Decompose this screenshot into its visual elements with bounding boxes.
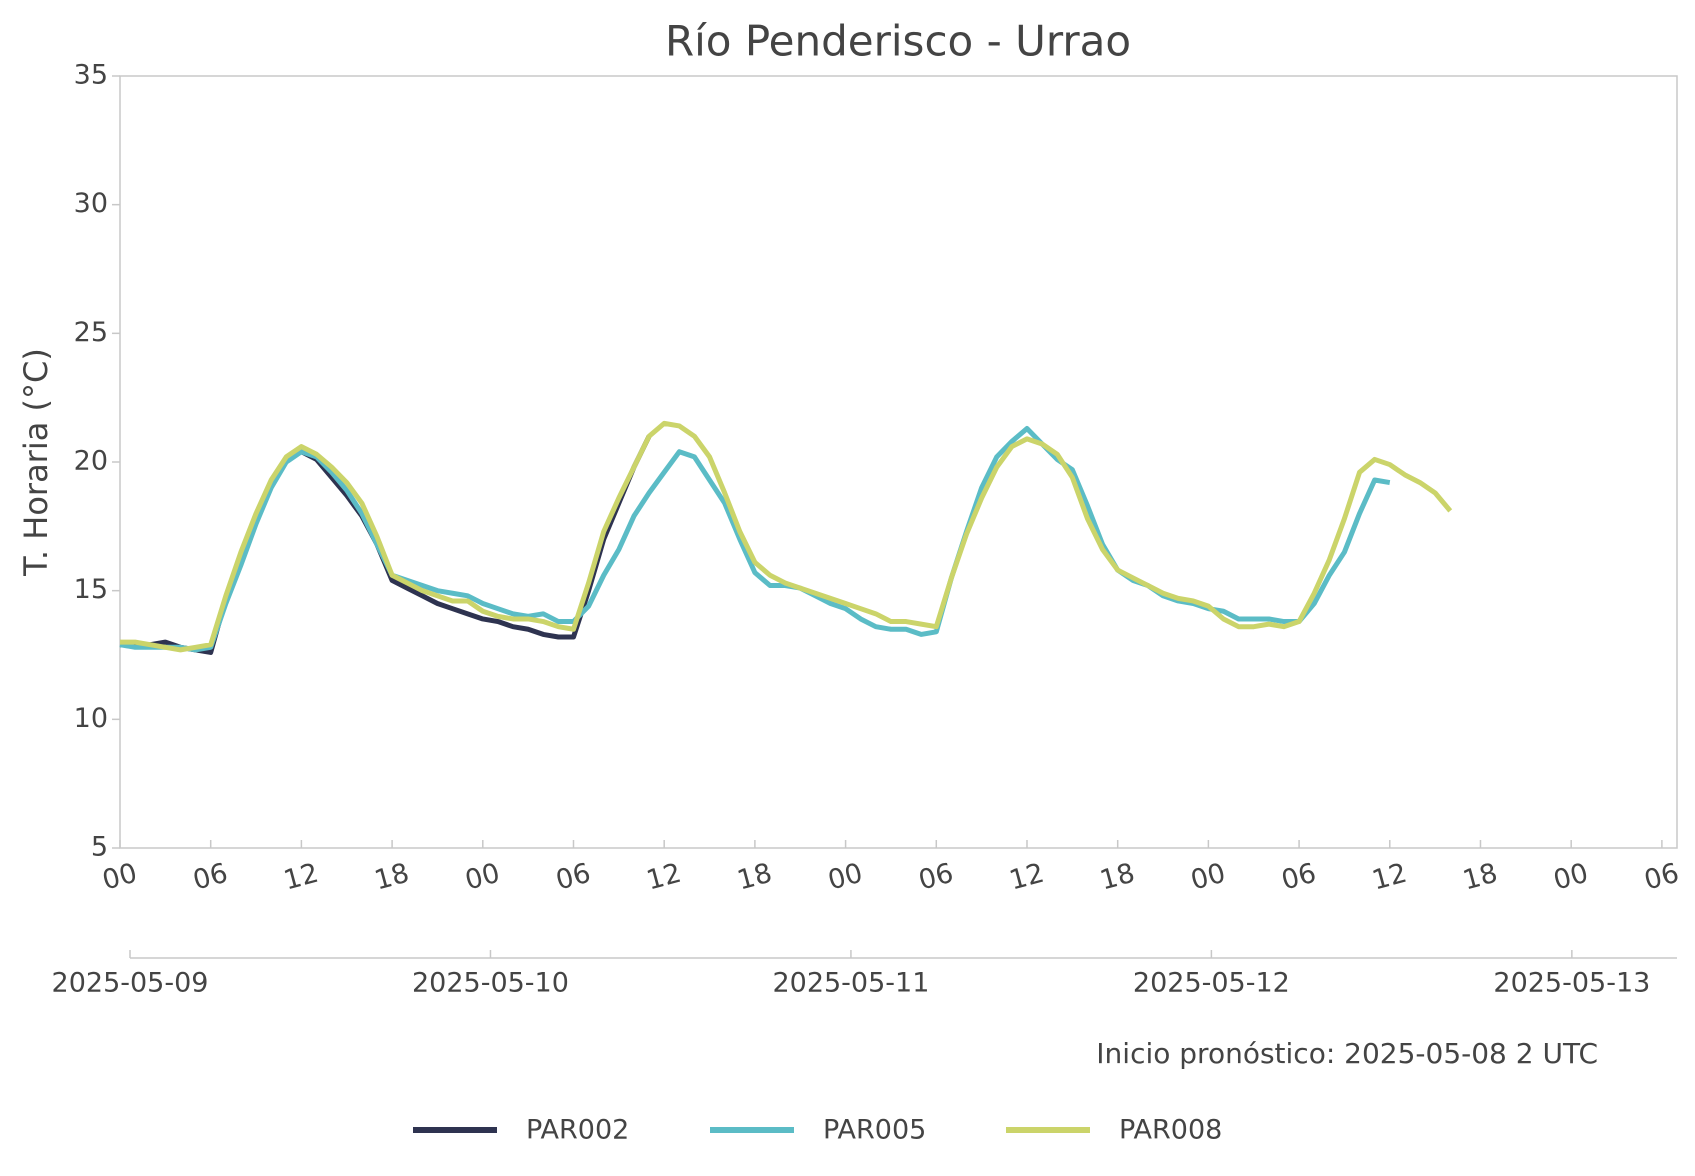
x-tick-label: 00 [1188,858,1229,897]
data-line [120,420,1453,653]
y-tick-label: 10 [74,703,108,734]
x-tick-label: 12 [1006,858,1047,897]
y-tick-label: 15 [74,574,108,605]
y-tick-label: 30 [74,188,108,219]
legend-label: PAR002 [526,1115,629,1146]
date-tick-label: 2025-05-10 [412,968,569,999]
x-tick-label: 00 [1550,858,1591,897]
x-tick-label: 18 [1097,858,1138,897]
chart-title: Río Penderisco - Urrao [665,17,1131,66]
x-tick-label: 12 [643,858,684,897]
x-tick-label: 00 [462,858,503,897]
x-tick-label: 12 [1369,858,1410,897]
x-tick-label: 00 [825,858,866,897]
x-tick-label: 06 [1641,858,1682,897]
data-line [119,426,1391,653]
y-tick-label: 35 [74,60,108,91]
legend-label: PAR005 [823,1115,926,1146]
date-tick-label: 2025-05-12 [1133,968,1290,999]
x-tick-label: 06 [1278,858,1319,897]
date-tick-label: 2025-05-09 [52,968,209,999]
y-tick-label: 20 [74,446,108,477]
x-tick-label: 18 [734,858,775,897]
y-tick-label: 25 [74,317,108,348]
date-tick-label: 2025-05-11 [772,968,929,999]
x-tick-label: 18 [1460,858,1501,897]
date-tick-label: 2025-05-13 [1493,968,1650,999]
x-tick-label: 06 [190,858,231,897]
y-tick-label: 5 [91,832,108,863]
y-axis-label: T. Horaria (°C) [17,348,55,577]
x-tick-label: 12 [281,858,322,897]
x-tick-label: 00 [99,858,140,897]
x-tick-label: 18 [371,858,412,897]
plot-frame [119,75,1678,849]
x-tick-label: 06 [553,858,594,897]
annotation: Inicio pronóstico: 2025-05-08 2 UTC [1096,1037,1598,1070]
x-tick-label: 06 [915,858,956,897]
legend-label: PAR008 [1119,1115,1222,1146]
